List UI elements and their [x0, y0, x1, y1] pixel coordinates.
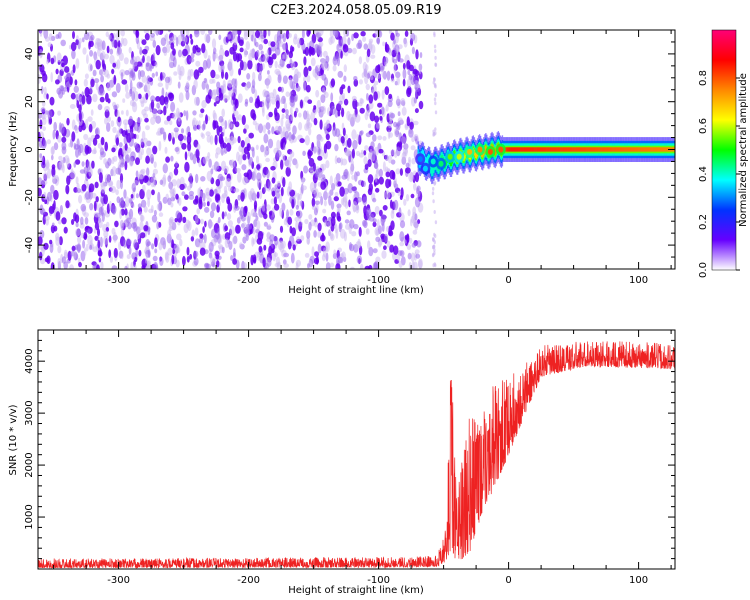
snr-xlabel: Height of straight line (km) [288, 585, 424, 596]
snr-xtick-label: -100 [367, 575, 390, 586]
colorbar-tick-label: 0.8 [698, 70, 709, 86]
snr-ytick-label: 2000 [24, 452, 35, 477]
colorbar-gradient [711, 29, 737, 271]
spectrogram-xtick-label: -300 [107, 275, 130, 286]
snr-xtick-label: 0 [505, 575, 511, 586]
snr-xtick-label: -300 [107, 575, 130, 586]
spectrogram-ylabel: Frequency (Hz) [8, 111, 19, 187]
spectrogram-ytick-label: 40 [24, 48, 35, 61]
spectrogram-xlabel: Height of straight line (km) [288, 285, 424, 296]
noise-speckles [38, 30, 438, 269]
colorbar: 0.0 0.2 0.4 0.6 0.8 Normalized spectral ampl… [698, 29, 749, 278]
spectrogram-ytick-label: 20 [24, 95, 35, 108]
snr-ytick-label: 3000 [24, 400, 35, 425]
spectrogram-xtick-label: 0 [505, 275, 511, 286]
colorbar-tick-label: 0.6 [698, 118, 709, 134]
spectrogram-ytick-label: -40 [24, 237, 35, 253]
snr-ytick-label: 1000 [24, 504, 35, 529]
snr-ylabel: SNR (10 * v/v) [8, 404, 19, 475]
snr-line [38, 341, 675, 569]
colorbar-tick-label: 0.4 [698, 166, 709, 182]
snr-xtick-label: -200 [237, 575, 260, 586]
spectrogram-xtick-label: 100 [629, 275, 648, 286]
colorbar-label: Normalized spectral amplitude [738, 73, 749, 227]
snr-xtick-label: 100 [629, 575, 648, 586]
spectrogram-ytick-label: -20 [24, 189, 35, 205]
figure-title: C2E3.2024.058.05.09.R19 [270, 3, 441, 18]
colorbar-tick-label: 0.2 [698, 214, 709, 230]
spectrogram-xtick-label: -200 [237, 275, 260, 286]
spectrogram-xtick-label: -100 [367, 275, 390, 286]
spectrogram-ytick-label: 0 [24, 146, 35, 152]
colorbar-tick-label: 0.0 [698, 262, 709, 278]
snr-ytick-label: 4000 [24, 348, 35, 373]
signal-blobs [415, 143, 506, 175]
snr-frame [37, 329, 676, 570]
snr-panel: -300 -200 -100 0 100 1000 2000 3000 4000 Height … [8, 329, 676, 596]
